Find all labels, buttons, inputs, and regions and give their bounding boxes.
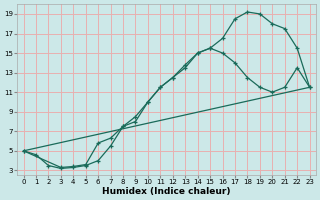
X-axis label: Humidex (Indice chaleur): Humidex (Indice chaleur) [102,187,231,196]
